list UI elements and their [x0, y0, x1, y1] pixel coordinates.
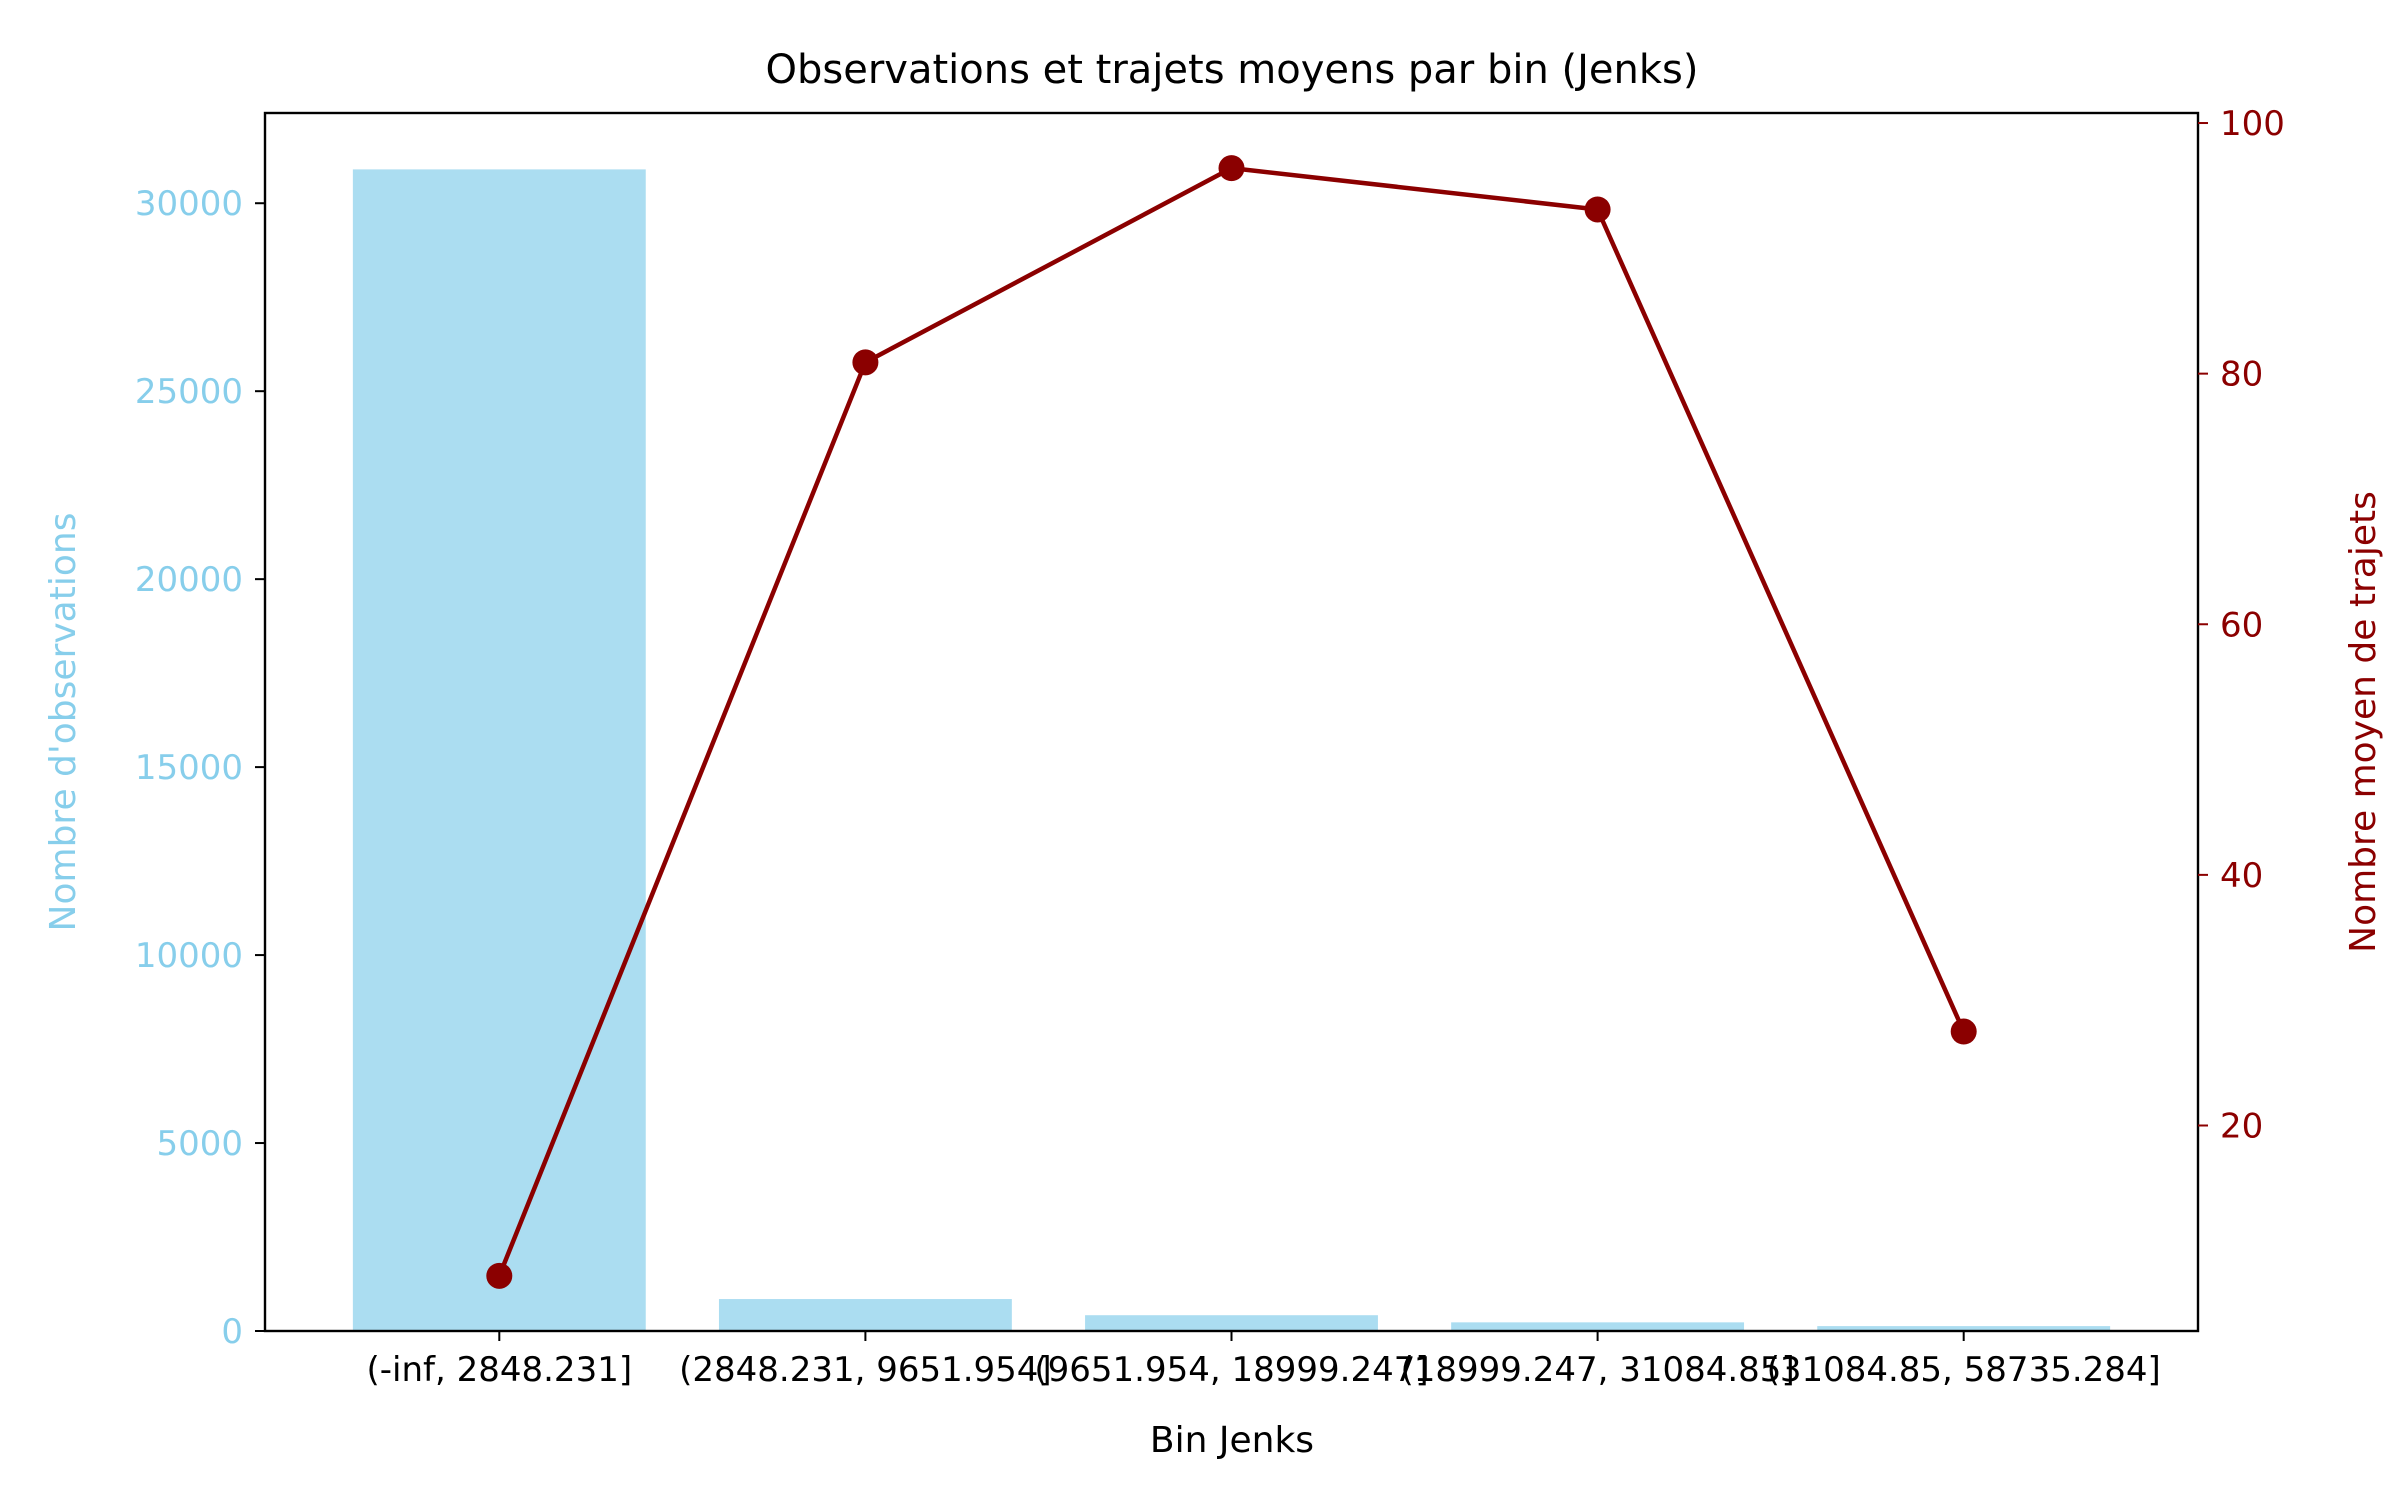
left-tick-label-5: 25000 [135, 372, 243, 412]
bar-0 [352, 169, 646, 1331]
left-axis-label: Nombre d'observations [43, 513, 84, 932]
x-axis: (-inf, 2848.231] (2848.231, 9651.954](965… [366, 1331, 2161, 1390]
right-tick-label-3: 80 [2220, 355, 2263, 395]
right-axis-label: Nombre moyen de trajets [2343, 491, 2384, 953]
right-tick-label-2: 60 [2220, 605, 2263, 645]
x-tick-label-4: (31084.85, 58735.284] [1767, 1350, 2161, 1390]
right-axis: 20 40 60 80 100 [2198, 104, 2285, 1146]
x-axis-label: Bin Jenks [1150, 1420, 1314, 1461]
line-series [486, 155, 1977, 1289]
left-tick-label-0: 0 [221, 1312, 243, 1352]
x-tick-label-3: (18999.247, 31084.85] [1400, 1350, 1794, 1390]
chart-title: Observations et trajets moyens par bin (… [766, 47, 1699, 93]
bar-2 [1085, 1315, 1378, 1331]
right-tick-label-1: 40 [2220, 856, 2263, 896]
line-point-0 [486, 1262, 513, 1289]
x-tick-label-2: (9651.954, 18999.247] [1034, 1350, 1428, 1390]
left-axis: 0 5000 10000 15000 20000 25000 30000 [135, 184, 265, 1352]
line-point-4 [1950, 1018, 1977, 1045]
right-tick-label-4: 100 [2220, 104, 2285, 144]
line-point-1 [852, 349, 879, 376]
left-tick-label-6: 30000 [135, 184, 243, 224]
bar-series [352, 169, 2111, 1331]
left-tick-label-2: 10000 [135, 936, 243, 976]
left-tick-label-4: 20000 [135, 560, 243, 600]
left-tick-label-1: 5000 [156, 1124, 243, 1164]
x-tick-label-1: (2848.231, 9651.954] [679, 1350, 1052, 1390]
bar-3 [1451, 1322, 1745, 1331]
left-tick-label-3: 15000 [135, 748, 243, 788]
right-tick-label-0: 20 [2220, 1106, 2263, 1146]
line-point-3 [1584, 196, 1611, 223]
x-tick-label-0: (-inf, 2848.231] [366, 1350, 632, 1390]
line-point-2 [1218, 155, 1245, 182]
bar-1 [718, 1299, 1012, 1331]
bar-4 [1817, 1326, 2111, 1331]
